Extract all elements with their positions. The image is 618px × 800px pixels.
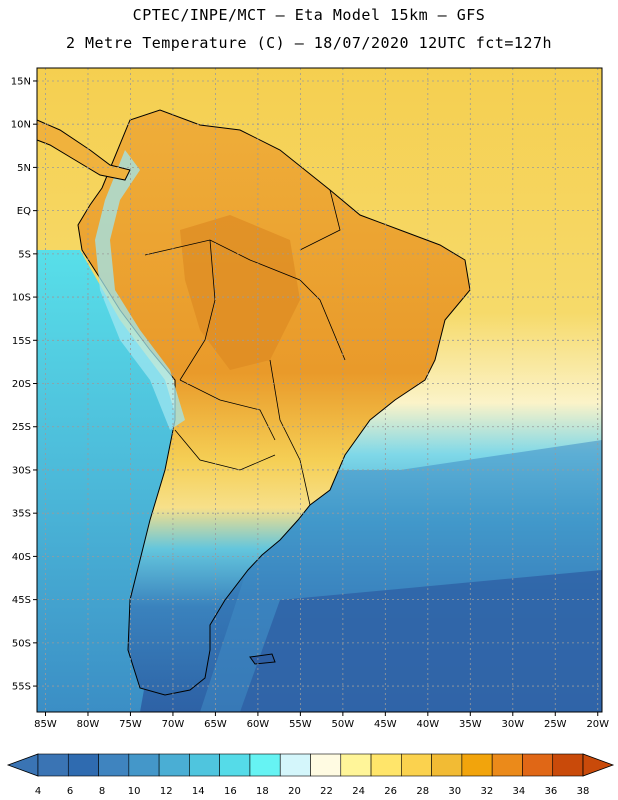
colorbar-tick-label: 4 [35, 786, 41, 797]
lon-label: 70W [162, 719, 185, 730]
colorbar-tick-label: 22 [320, 786, 333, 797]
colorbar-swatch [370, 753, 402, 777]
colorbar-tick-label: 34 [513, 786, 526, 797]
lon-label: 80W [77, 719, 100, 730]
colorbar-tick-label: 6 [67, 786, 73, 797]
lat-label: 35S [12, 509, 31, 520]
colorbar-tick-label: 24 [352, 786, 365, 797]
colorbar-tick-label: 18 [256, 786, 269, 797]
lon-label: 25W [544, 719, 567, 730]
colorbar-tick-label: 38 [577, 786, 590, 797]
lat-label: 10N [11, 120, 31, 131]
lon-label: 65W [204, 719, 227, 730]
lon-label: 20W [586, 719, 609, 730]
colorbar-tick-label: 30 [448, 786, 461, 797]
map-title-line1: CPTEC/INPE/MCT – Eta Model 15km – GFS [132, 6, 486, 24]
colorbar-swatch [431, 753, 463, 777]
colorbar-swatch [128, 753, 160, 777]
colorbar-tick-label: 12 [160, 786, 173, 797]
axis-ticks [33, 80, 599, 716]
lat-label: 45S [12, 595, 31, 606]
colorbar-tick-label: 28 [416, 786, 429, 797]
colorbar-swatch [189, 753, 220, 777]
lon-label: 50W [332, 719, 355, 730]
colorbar-swatch [249, 753, 281, 777]
colorbar-tick-label: 32 [480, 786, 493, 797]
lat-label: 25S [12, 422, 31, 433]
colorbar-tick-label: 14 [192, 786, 205, 797]
map-frame [33, 67, 603, 716]
colorbar-swatch [461, 753, 493, 777]
lat-label: 15S [12, 336, 31, 347]
longitude-labels: 85W 80W 75W 70W 65W 60W 55W 50W 45W 40W 35W 30W 25W 2… [34, 719, 609, 730]
lon-label: 35W [459, 719, 482, 730]
lat-label: 5S [18, 249, 31, 260]
colorbar-tick-label: 16 [224, 786, 237, 797]
colorbar-tick-label: 20 [288, 786, 301, 797]
map-title-line2: 2 Metre Temperature (C) – 18/07/2020 12U… [65, 34, 553, 52]
colorbar-swatch [310, 753, 342, 777]
graticule [37, 68, 602, 712]
colorbar-swatch [279, 753, 311, 777]
latitude-labels: 15N 10N 5N EQ 5S 10S 15S 20S 25S 30S 35S 40S 45S 50S 5… [11, 76, 31, 692]
colorbar-swatch [401, 753, 432, 777]
colorbar-swatch [552, 753, 584, 777]
hot-interior-region [180, 215, 300, 370]
lat-label: 50S [12, 638, 31, 649]
colorbar-swatch [522, 753, 554, 777]
andes-cool-strip [95, 150, 185, 430]
lat-label: 55S [12, 682, 31, 693]
lon-label: 75W [119, 719, 142, 730]
atlantic-deep-cold-region [240, 570, 602, 712]
lat-label: 40S [12, 552, 31, 563]
lat-label: 10S [12, 293, 31, 304]
lat-label: EQ [17, 206, 31, 217]
map-border [36, 67, 603, 713]
colorbar-swatch [37, 753, 69, 777]
colorbar-swatch [219, 753, 251, 777]
lat-label: 5N [17, 163, 31, 174]
lon-label: 60W [247, 719, 270, 730]
country-borders [144, 189, 346, 506]
colorbar-tick-label: 8 [99, 786, 105, 797]
lon-label: 30W [501, 719, 524, 730]
lat-label: 20S [12, 379, 31, 390]
colorbar-tick-label: 26 [384, 786, 397, 797]
lon-label: 40W [417, 719, 440, 730]
lon-label: 45W [374, 719, 397, 730]
lat-label: 30S [12, 465, 31, 476]
colorbar-tick-label: 36 [545, 786, 558, 797]
colorbar-tick-label: 10 [128, 786, 141, 797]
falklands-island [249, 653, 276, 665]
colorbar-swatch [491, 753, 523, 777]
lon-label: 85W [34, 719, 57, 730]
colorbar: 4 6 8 10 12 14 16 18 20 22 24 26 28 30 32 34 36 38 [6, 753, 615, 797]
colorbar-swatch [158, 753, 190, 777]
colorbar-swatch [67, 753, 99, 777]
colorbar-arrow-high [582, 753, 615, 777]
lat-label: 15N [11, 76, 31, 87]
colorbar-arrow-low [6, 753, 39, 777]
lon-label: 55W [289, 719, 312, 730]
colorbar-swatch [98, 753, 130, 777]
colorbar-swatch [340, 753, 372, 777]
